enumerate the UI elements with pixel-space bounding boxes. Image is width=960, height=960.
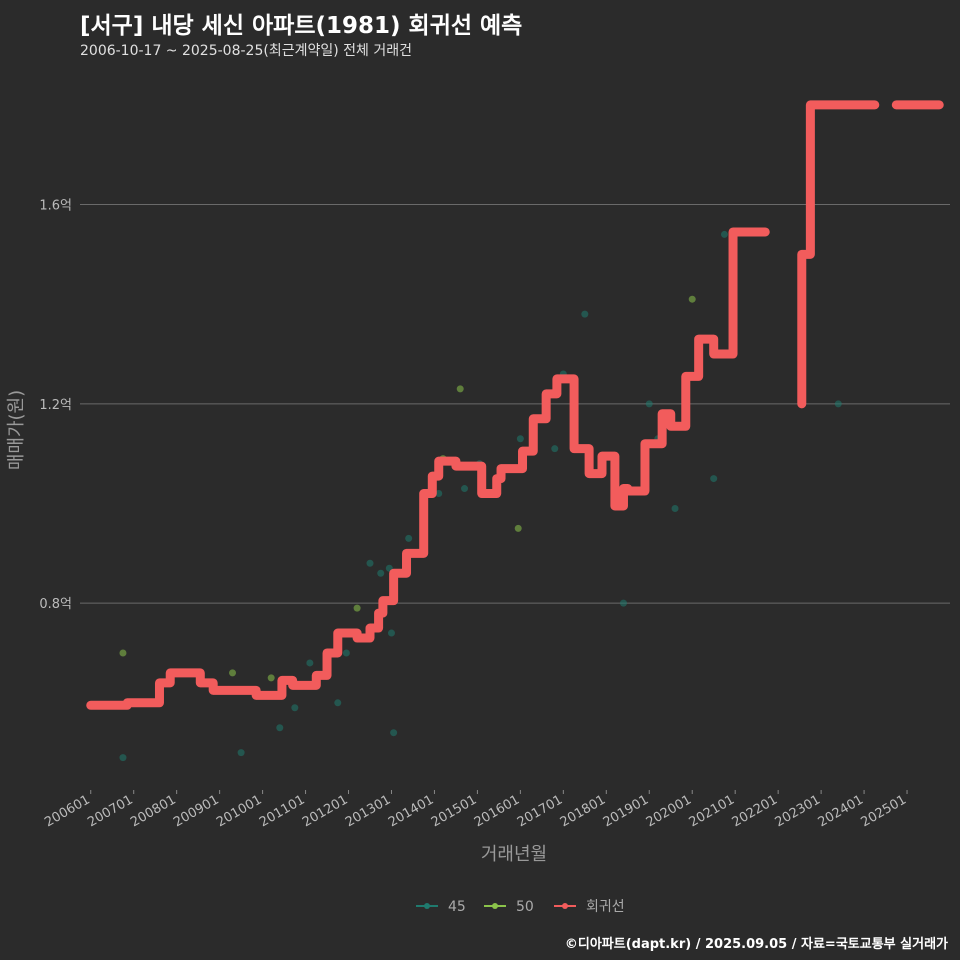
x-tick-label: 201001	[214, 792, 264, 830]
data-point-50	[688, 295, 696, 303]
data-point-45	[551, 445, 559, 453]
data-point-45	[671, 504, 679, 512]
data-point-45	[435, 490, 443, 498]
source-caption: ©디아파트(dapt.kr) / 2025.09.05 / 자료=국토교통부 실…	[564, 937, 948, 952]
data-point-45	[237, 749, 245, 757]
data-point-50	[119, 649, 127, 657]
data-point-45	[516, 435, 524, 443]
x-tick-label: 201201	[300, 792, 350, 830]
data-point-45	[390, 729, 398, 737]
regression-lines	[86, 100, 944, 710]
x-tick-label: 202001	[644, 792, 694, 830]
y-axis-ticks: 0.8억 1.2억 1.6억	[39, 199, 72, 613]
data-point-45	[306, 659, 314, 667]
x-tick-label: 202101	[687, 792, 737, 830]
data-point-45	[834, 400, 842, 408]
data-point-45	[461, 485, 469, 493]
x-axis-ticks: 2006012007012008012009012010012011012012…	[42, 790, 909, 830]
x-tick-label: 201801	[558, 792, 608, 830]
data-point-45	[291, 704, 299, 712]
data-point-45	[720, 230, 728, 238]
x-axis-title: 거래년월	[481, 844, 547, 865]
legend-key-dot	[424, 903, 430, 909]
x-tick-label: 200701	[85, 792, 135, 830]
data-point-45	[334, 699, 342, 707]
data-point-50	[267, 674, 275, 682]
x-tick-label: 201401	[386, 792, 436, 830]
x-tick-label: 201301	[343, 792, 393, 830]
chart-title: [서구] 내당 세신 아파트(1981) 회귀선 예측	[80, 13, 523, 39]
x-tick-label: 201101	[257, 792, 307, 830]
x-tick-label: 200601	[42, 792, 92, 830]
legend-label: 회귀선	[586, 899, 625, 915]
data-point-45	[619, 599, 627, 607]
legend-label: 45	[448, 899, 466, 915]
x-tick-label: 202301	[773, 792, 823, 830]
legend-key-dot	[562, 903, 568, 909]
x-tick-label: 201701	[515, 792, 565, 830]
regression-line	[797, 100, 880, 409]
data-point-45	[710, 475, 718, 483]
data-point-45	[377, 569, 385, 577]
data-point-45	[276, 724, 284, 732]
x-tick-label: 201901	[601, 792, 651, 830]
data-point-45	[387, 629, 395, 637]
legend: 45 50 회귀선	[416, 899, 625, 915]
x-tick-label: 202501	[859, 792, 909, 830]
x-tick-label: 201501	[429, 792, 479, 830]
y-axis-title: 매매가(원)	[6, 390, 27, 470]
data-point-50	[353, 604, 361, 612]
data-point-45	[405, 534, 413, 542]
y-tick-label: 1.2억	[39, 398, 72, 413]
data-point-45	[581, 310, 589, 318]
x-tick-label: 201601	[472, 792, 522, 830]
gridlines	[80, 204, 950, 604]
x-tick-label: 200801	[128, 792, 178, 830]
x-tick-label: 202401	[816, 792, 866, 830]
data-point-45	[645, 400, 653, 408]
legend-key-dot	[492, 903, 498, 909]
chart-subtitle: 2006-10-17 ~ 2025-08-25(최근계약일) 전체 거래건	[80, 43, 412, 59]
x-tick-label: 202201	[730, 792, 780, 830]
data-point-50	[514, 524, 522, 532]
data-point-45	[119, 754, 127, 762]
scatter-points	[119, 101, 847, 762]
x-tick-label: 200901	[171, 792, 221, 830]
data-point-45	[342, 649, 350, 657]
data-point-50	[456, 385, 464, 393]
y-tick-label: 0.8억	[39, 597, 72, 612]
legend-label: 50	[516, 899, 534, 915]
regression-line	[86, 227, 770, 710]
y-tick-label: 1.6억	[39, 199, 72, 214]
data-point-45	[366, 559, 374, 567]
data-point-50	[229, 669, 237, 677]
